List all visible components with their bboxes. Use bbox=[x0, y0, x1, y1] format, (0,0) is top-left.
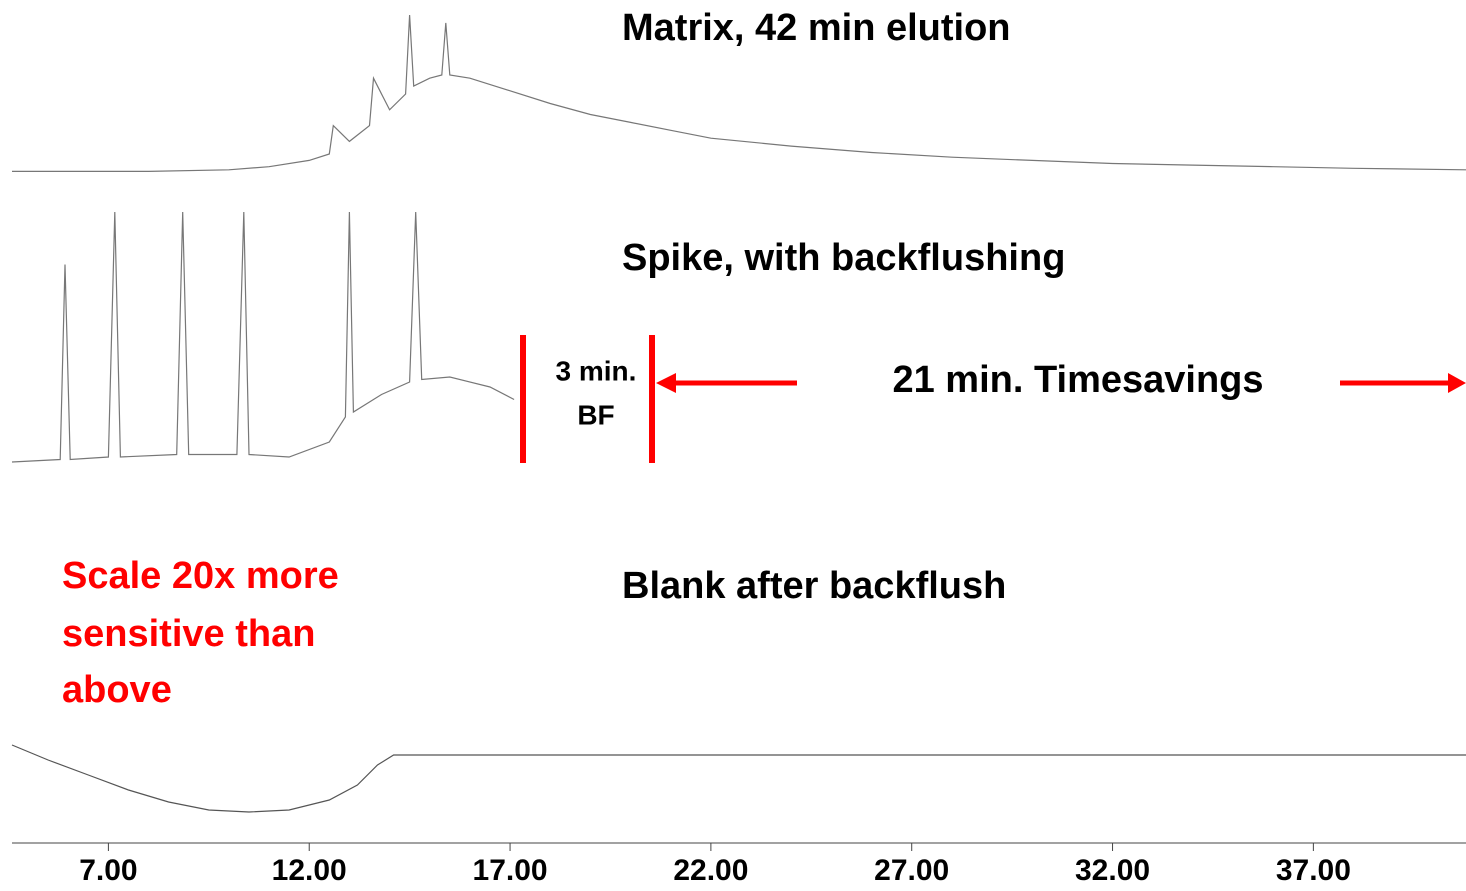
x-tick-label: 12.00 bbox=[272, 854, 347, 887]
trace-title: Spike, with backflushing bbox=[622, 237, 1065, 279]
trace bbox=[11, 211, 515, 463]
bf-time: 3 min. bbox=[556, 355, 637, 386]
x-tick-label: 17.00 bbox=[473, 854, 548, 887]
scale-note: Scale 20x more bbox=[62, 555, 339, 597]
scale-note: above bbox=[62, 669, 172, 711]
bf-marker bbox=[520, 335, 526, 463]
scale-note: sensitive than bbox=[62, 613, 315, 655]
savings-label: 21 min. Timesavings bbox=[892, 359, 1263, 401]
x-tick-label: 7.00 bbox=[79, 854, 137, 887]
trace-title: Blank after backflush bbox=[622, 565, 1006, 607]
x-tick-label: 37.00 bbox=[1276, 854, 1351, 887]
arrow-head bbox=[1448, 373, 1466, 393]
arrow-head bbox=[656, 373, 676, 393]
bf-marker bbox=[649, 335, 655, 463]
trace bbox=[11, 744, 1466, 813]
bf-label: BF bbox=[577, 399, 614, 430]
x-tick-label: 22.00 bbox=[673, 854, 748, 887]
trace bbox=[12, 14, 1466, 172]
x-tick-label: 27.00 bbox=[874, 854, 949, 887]
x-tick-label: 32.00 bbox=[1075, 854, 1150, 887]
trace-title: Matrix, 42 min elution bbox=[622, 7, 1011, 49]
